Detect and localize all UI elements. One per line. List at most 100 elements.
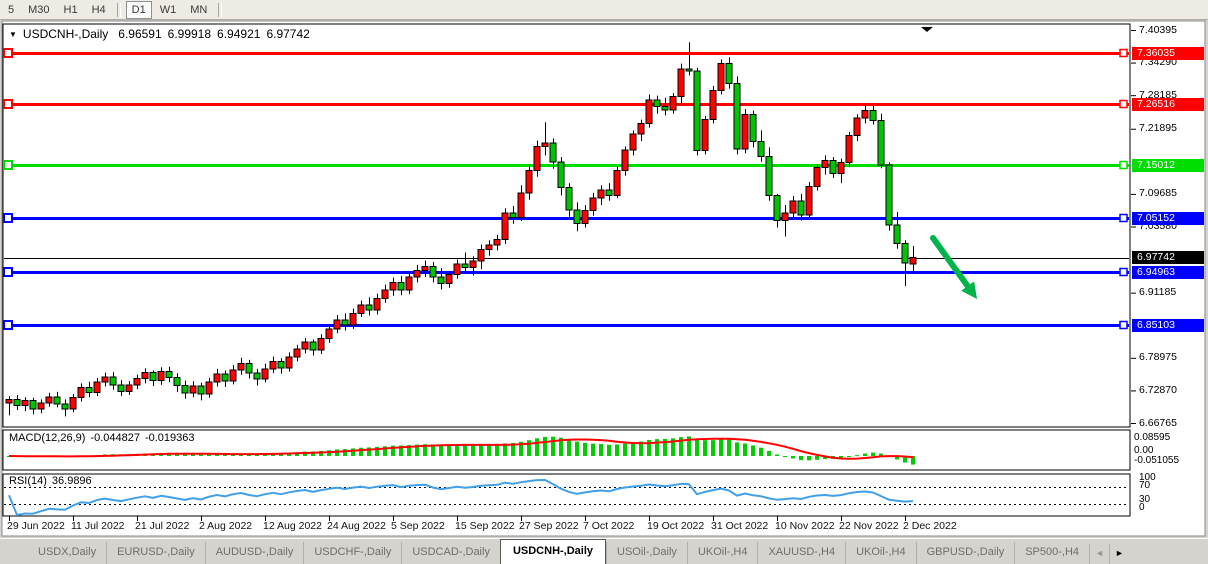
timeframe-button-mn[interactable]: MN [190, 3, 208, 16]
main-price-panel[interactable] [2, 23, 1131, 428]
candle-bullish [205, 381, 213, 395]
macd-histogram-bar [559, 437, 563, 456]
level-handle-right[interactable] [1119, 320, 1128, 330]
symbol-tab-audusd-daily[interactable]: AUDUSD-,Daily [204, 542, 304, 564]
symbol-tab-usdchf-daily[interactable]: USDCHF-,Daily [303, 542, 401, 564]
macd-histogram-bar [807, 456, 811, 461]
macd-histogram-bar [719, 439, 723, 456]
macd-histogram-bar [847, 456, 851, 457]
macd-value-main: -0.044827 [90, 432, 140, 444]
candle-bullish [413, 270, 421, 278]
candle-bullish [669, 96, 677, 111]
candle-bearish [605, 189, 613, 196]
candle-bearish [29, 399, 37, 410]
candle-bearish [397, 281, 405, 291]
candle-bullish [781, 212, 789, 222]
symbol-tab-usdcnh-daily[interactable]: USDCNH-,Daily [499, 539, 607, 564]
symbol-tabbar: USDX,Daily EURUSD-,Daily AUDUSD-,Daily USDC… [0, 538, 1208, 564]
symbol-tab-xauusd-h4[interactable]: XAUUSD-,H4 [757, 542, 845, 564]
symbol-tab-ukoil-h4[interactable]: UKOil-,H4 [686, 542, 758, 564]
level-handle-right[interactable] [1119, 48, 1128, 58]
candle-bearish [653, 99, 661, 107]
macd-histogram-bar [783, 456, 787, 457]
candle-bullish [485, 244, 493, 250]
candle-bullish [493, 239, 501, 246]
candle-bearish [461, 263, 469, 268]
level-handle-left[interactable] [3, 48, 13, 58]
timeframe-button-5[interactable]: 5 [8, 3, 15, 16]
level-handle-right[interactable] [1119, 99, 1128, 109]
symbol-tab-usdx-daily[interactable]: USDX,Daily [38, 546, 97, 558]
candle-bullish [533, 145, 541, 171]
level-handle-left[interactable] [3, 320, 13, 330]
trend-arrow-annotation[interactable] [930, 235, 971, 290]
candle-bearish [565, 186, 573, 211]
timeframe-button-m30[interactable]: M30 [28, 3, 50, 16]
timeframe-button-h1[interactable]: H1 [63, 3, 78, 16]
symbol-tab-ukoil-h4[interactable]: UKOil-,H4 [845, 542, 916, 564]
level-handle-left[interactable] [3, 160, 13, 170]
price-level-badge: 7.05152 [1132, 211, 1204, 225]
price-axis-tick: 6.72870 [1139, 383, 1177, 396]
price-axis-tick: 6.78975 [1139, 351, 1177, 364]
macd-histogram-bar [711, 440, 715, 456]
ohlc-open: 6.96591 [118, 27, 162, 41]
chart-title: ▼ USDCNH-,Daily 6.96591 6.99918 6.94921 6.977… [9, 27, 316, 41]
tab-scroll-left-icon[interactable]: ◄ [1089, 544, 1109, 564]
level-handle-right[interactable] [1119, 160, 1128, 170]
candle-bearish [757, 141, 765, 157]
candle-bearish [797, 200, 805, 216]
symbol-tab-usdcad-daily[interactable]: USDCAD-,Daily [401, 542, 500, 564]
symbol-tab-gbpusd-daily[interactable]: GBPUSD-,Daily [915, 542, 1015, 564]
level-handle-left[interactable] [3, 99, 13, 109]
macd-histogram-bar [343, 449, 347, 456]
candle-bearish [53, 396, 61, 405]
rsi-panel[interactable] [2, 473, 1131, 517]
candle-bearish [661, 105, 669, 111]
symbol-tab-eurusd-daily[interactable]: EURUSD-,Daily [106, 542, 205, 564]
macd-histogram-bar [911, 456, 915, 465]
candle-bullish [69, 397, 77, 410]
candle-bullish [261, 368, 269, 380]
macd-histogram-bar [623, 443, 627, 456]
ohlc-low: 6.94921 [217, 27, 261, 41]
timeframe-button-w1[interactable]: W1 [159, 3, 177, 16]
candle-bearish [557, 161, 565, 188]
timeframe-button-d1[interactable]: D1 [125, 0, 152, 19]
symbol-tab-sp500-h4[interactable]: SP500-,H4 [1014, 542, 1089, 564]
level-handle-left[interactable] [3, 213, 13, 223]
date-axis-label: 19 Oct 2022 [647, 520, 705, 532]
candle-bullish [285, 356, 293, 369]
macd-panel[interactable] [2, 429, 1131, 471]
macd-axis-label: 0.08595 [1134, 432, 1171, 443]
candle-bearish [893, 224, 901, 244]
macd-histogram-bar [615, 444, 619, 456]
candle-bullish [133, 378, 141, 386]
macd-histogram-bar [471, 445, 475, 456]
candle-bullish [445, 273, 453, 285]
candle-bullish [93, 381, 101, 393]
current-price-badge: 6.97742 [1132, 251, 1204, 265]
candle-bullish [269, 360, 277, 370]
timeframe-button-h4[interactable]: H4 [91, 3, 106, 16]
level-handle-left[interactable] [3, 267, 13, 277]
macd-histogram-bar [663, 438, 667, 456]
candle-bearish [685, 68, 693, 72]
symbol-dropdown-icon[interactable]: ▼ [9, 30, 17, 39]
date-axis-label: 21 Jul 2022 [135, 520, 190, 532]
level-handle-right[interactable] [1119, 267, 1128, 277]
macd-histogram-bar [223, 454, 227, 456]
macd-histogram-bar [855, 455, 859, 457]
macd-histogram-bar [775, 454, 779, 456]
tab-scroll-right-icon[interactable]: ► [1108, 544, 1129, 564]
rsi-axis-label: 100 [1139, 472, 1156, 483]
macd-histogram-bar [759, 447, 763, 456]
macd-histogram-bar [511, 442, 515, 456]
candle-bullish [469, 260, 477, 268]
level-handle-right[interactable] [1119, 213, 1128, 223]
symbol-tab-usoil-daily[interactable]: USOil-,Daily [606, 542, 687, 564]
candle-bullish [325, 328, 333, 339]
price-level-badge: 6.94963 [1132, 265, 1204, 279]
candle-bullish [613, 169, 621, 196]
